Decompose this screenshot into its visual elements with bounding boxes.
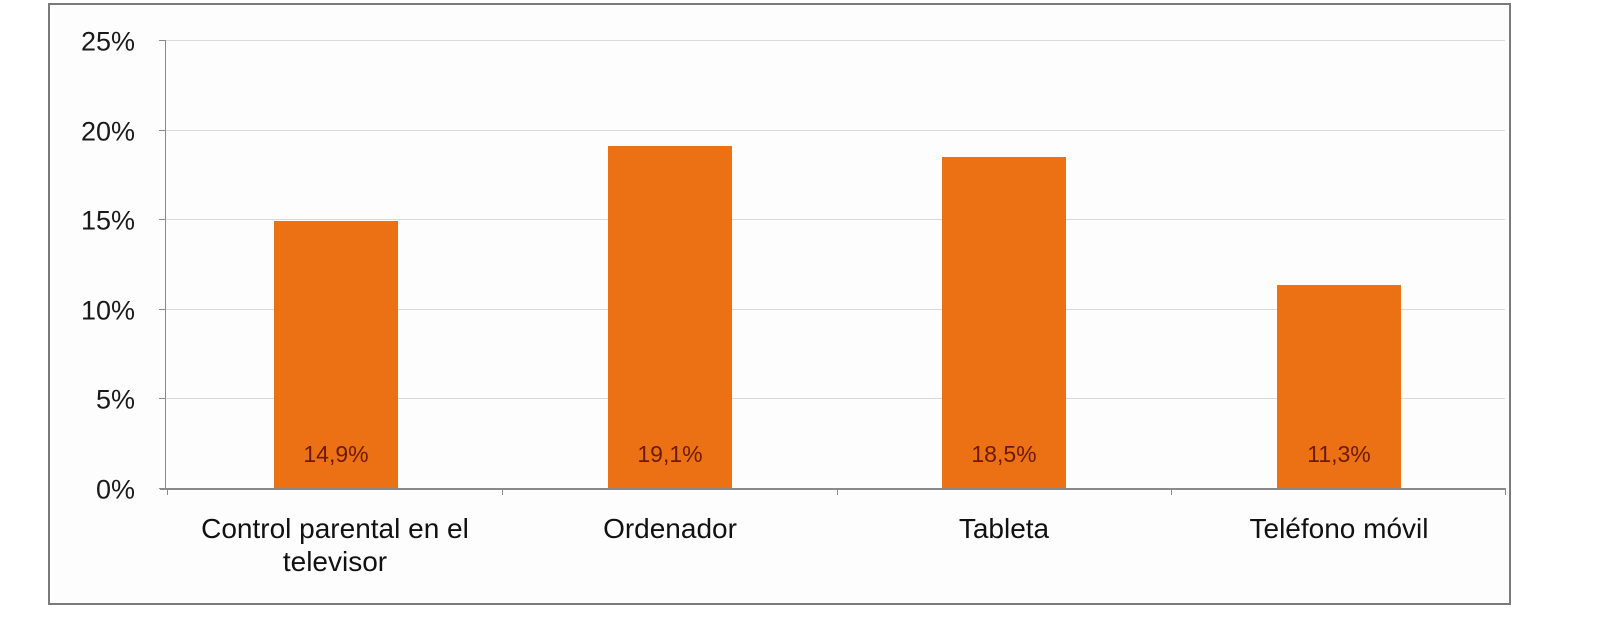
y-tick-label: 15% bbox=[80, 205, 135, 236]
y-tick-label: 5% bbox=[95, 384, 135, 415]
x-tick bbox=[1505, 488, 1506, 495]
y-tick-label: 20% bbox=[80, 116, 135, 147]
bar-control-parental: 14,9% bbox=[274, 221, 398, 488]
x-axis bbox=[160, 488, 1506, 490]
gridline-5 bbox=[165, 398, 1505, 399]
gridline-20 bbox=[165, 130, 1505, 131]
category-label-line: Teléfono móvil bbox=[1249, 513, 1429, 544]
y-tick bbox=[159, 130, 166, 131]
x-tick bbox=[837, 488, 838, 495]
y-axis bbox=[165, 40, 166, 489]
x-tick bbox=[502, 488, 503, 495]
y-tick bbox=[159, 309, 166, 310]
gridline-25 bbox=[165, 40, 1505, 41]
bar-tableta: 18,5% bbox=[942, 157, 1066, 488]
bar-telefono-movil: 11,3% bbox=[1277, 285, 1401, 488]
bar-value-label: 18,5% bbox=[971, 441, 1037, 467]
category-label: Control parental en el televisor bbox=[155, 512, 515, 578]
y-tick bbox=[159, 488, 166, 489]
bar-ordenador: 19,1% bbox=[608, 146, 732, 488]
y-tick-label: 10% bbox=[80, 295, 135, 326]
y-tick-label: 0% bbox=[95, 474, 135, 505]
bar-value-label: 11,3% bbox=[1307, 441, 1371, 467]
bar-value-label: 14,9% bbox=[303, 441, 369, 467]
category-label-line: Control parental en el bbox=[201, 513, 469, 544]
gridline-10 bbox=[165, 309, 1505, 310]
gridline-15 bbox=[165, 219, 1505, 220]
category-label: Tableta bbox=[824, 512, 1184, 545]
bar-value-label: 19,1% bbox=[637, 441, 703, 467]
category-label-line: televisor bbox=[282, 546, 388, 578]
category-label: Teléfono móvil bbox=[1159, 512, 1519, 545]
category-label-line: Tableta bbox=[958, 513, 1050, 544]
y-tick bbox=[159, 398, 166, 399]
y-tick-label: 25% bbox=[80, 26, 135, 57]
x-tick bbox=[1171, 488, 1172, 495]
y-tick bbox=[159, 219, 166, 220]
y-tick bbox=[159, 40, 166, 41]
category-label-line: Ordenador bbox=[603, 513, 737, 544]
category-label: Ordenador bbox=[490, 512, 850, 545]
x-tick bbox=[167, 488, 168, 495]
